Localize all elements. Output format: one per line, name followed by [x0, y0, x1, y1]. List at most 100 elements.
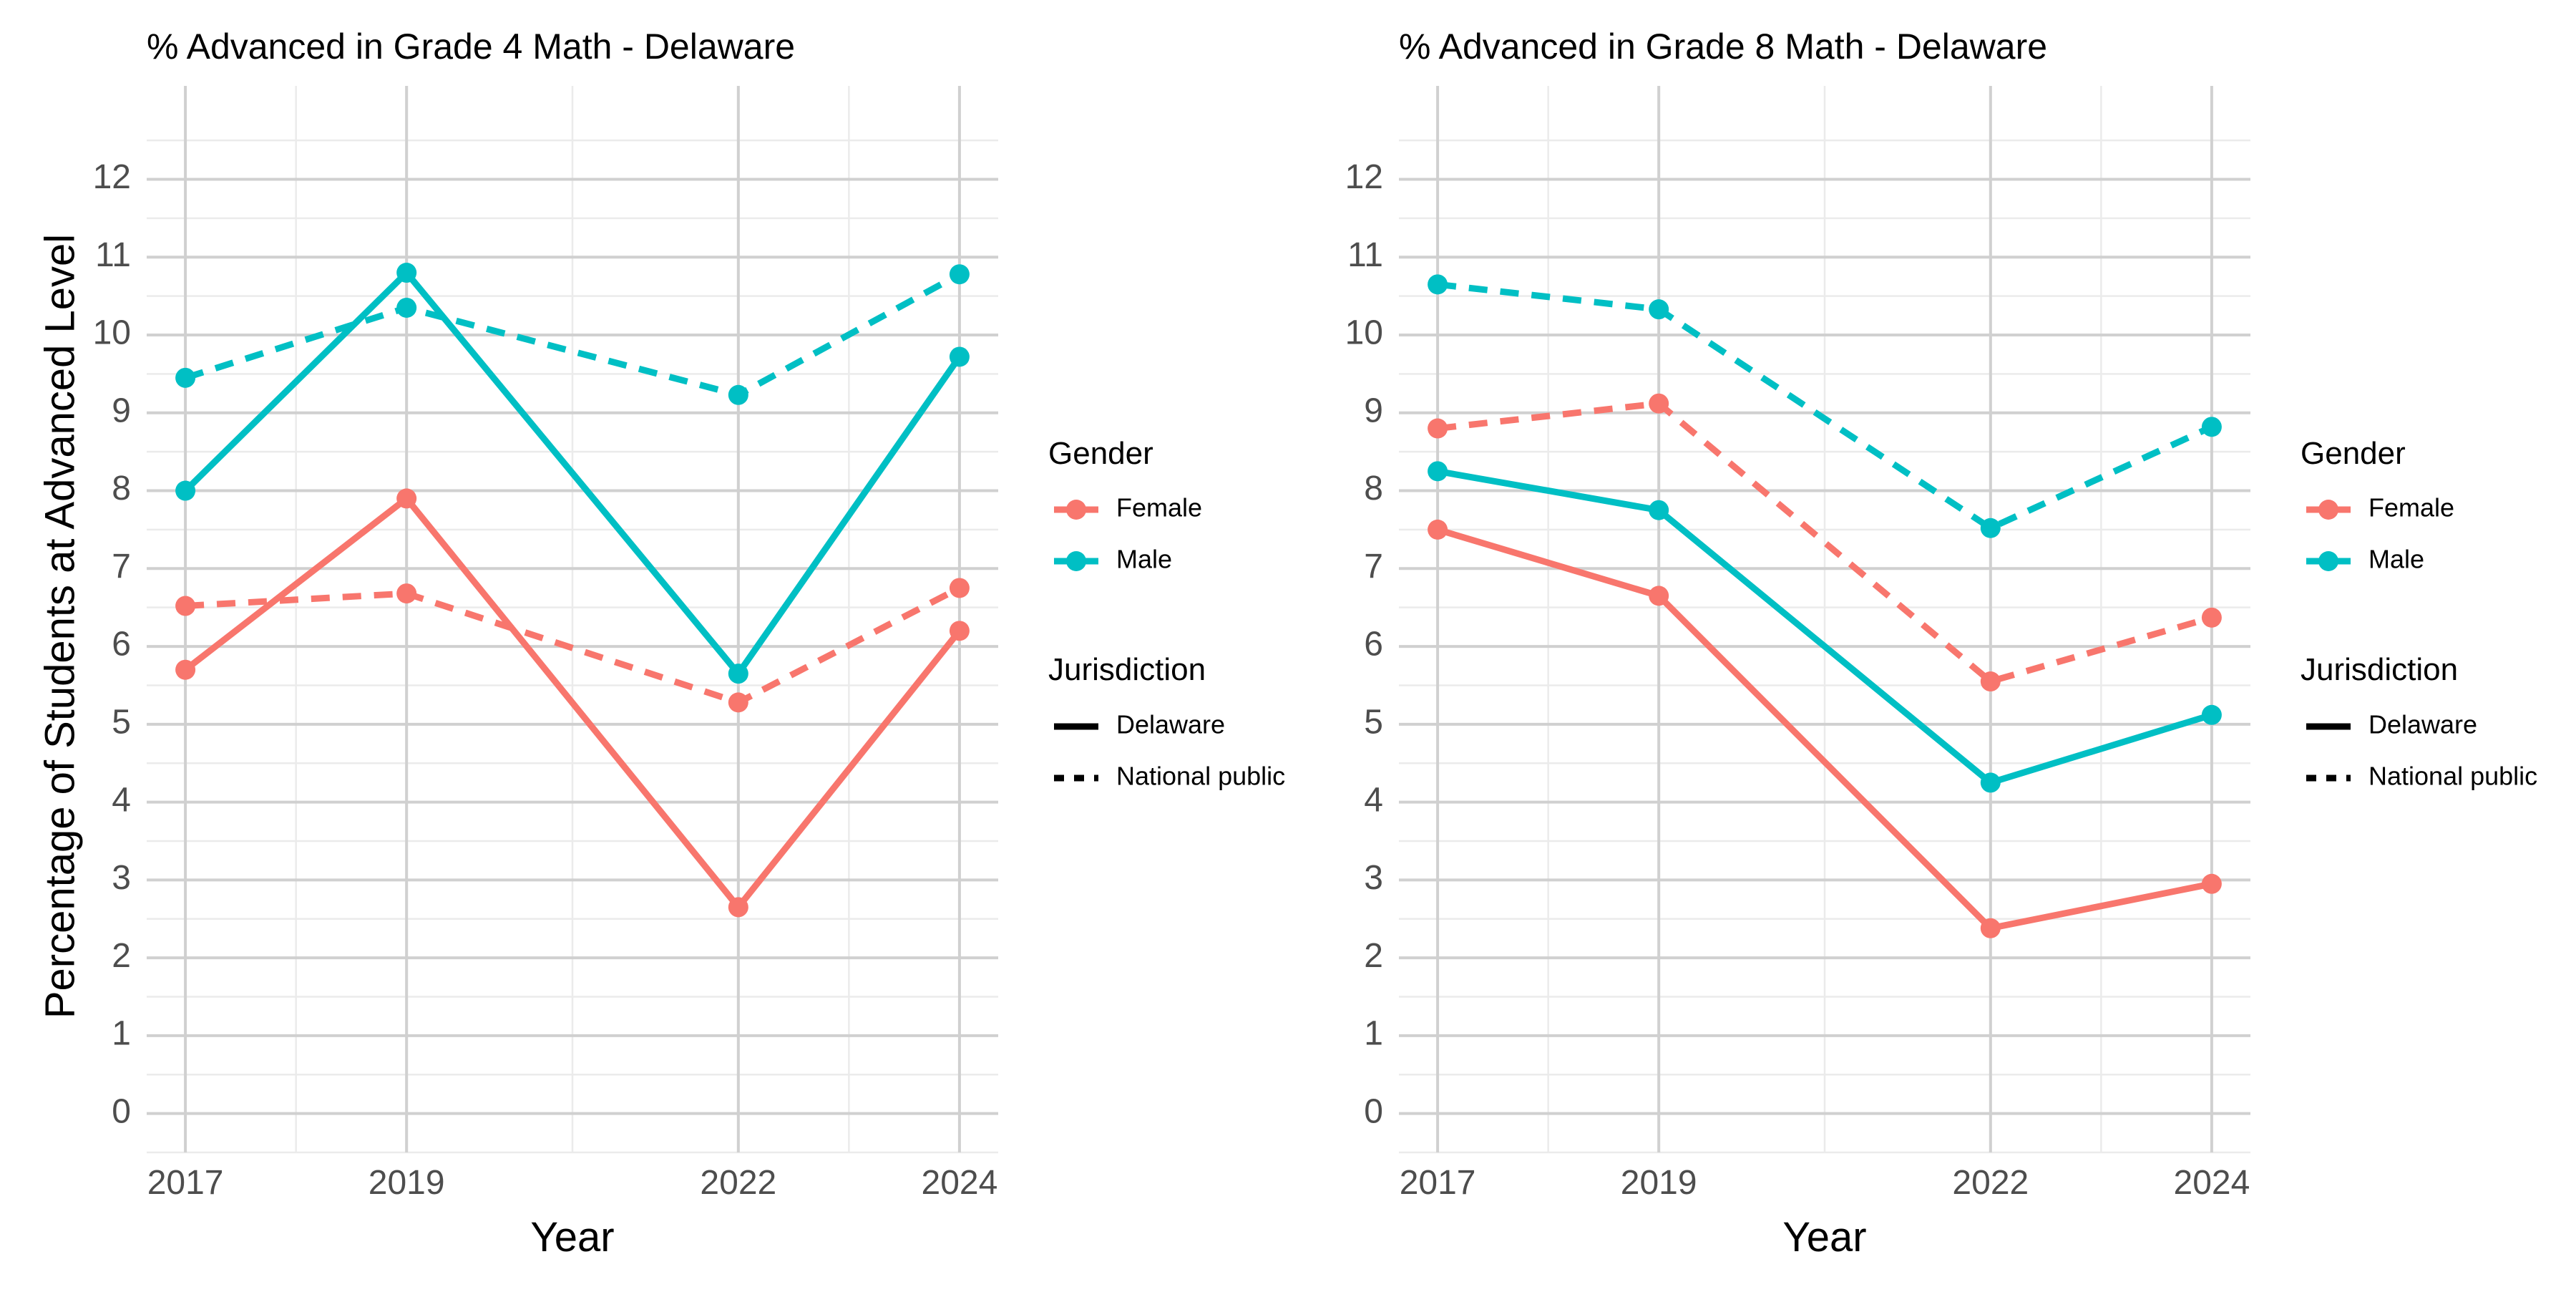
legend-item-national-public[interactable]: National public: [1116, 762, 1285, 791]
y-tick-label: 11: [95, 236, 131, 274]
y-tick-label: 4: [1364, 781, 1383, 819]
series-line-male-delaware: [182, 269, 962, 677]
legend-item-national-public[interactable]: National public: [2368, 762, 2537, 791]
series-line-female-delaware: [1436, 526, 2212, 932]
legend-key-point: [1066, 551, 1086, 571]
data-point-male: [1980, 772, 2001, 793]
y-tick-label: 8: [1364, 470, 1383, 507]
legend-key-point: [1066, 500, 1086, 520]
data-point-female: [1649, 393, 1669, 414]
y-tick-label: 6: [112, 626, 131, 664]
series-line-male-national-public: [1437, 281, 2213, 532]
data-point-female: [728, 692, 748, 713]
series-line-male-delaware: [1437, 467, 2213, 786]
y-tick-label: 5: [112, 703, 131, 741]
data-point-male: [949, 264, 970, 285]
legend-title-gender: Gender: [2301, 436, 2406, 471]
series-line-female-national-public: [185, 585, 961, 706]
data-point-male: [1980, 518, 2001, 538]
x-tick-label: 2019: [1621, 1164, 1697, 1202]
data-point-male: [2201, 704, 2222, 725]
legend-item-male[interactable]: Male: [1116, 545, 1172, 574]
data-point-female: [175, 659, 196, 680]
legend: Gender Female Male Jurisdiction Delaware Nati…: [2301, 436, 2537, 791]
y-tick-label: 10: [1345, 314, 1383, 352]
data-point-male: [175, 480, 196, 501]
data-point-female: [1428, 519, 1448, 540]
y-tick-label: 6: [1364, 626, 1383, 664]
legend-title-jurisdiction: Jurisdiction: [2301, 652, 2458, 687]
y-tick-label: 10: [93, 314, 131, 352]
y-tick-label: 0: [112, 1092, 131, 1130]
data-point-male: [396, 263, 417, 283]
data-point-male: [949, 346, 970, 367]
y-tick-label: 7: [112, 548, 131, 586]
data-point-female: [949, 621, 970, 641]
legend-item-female[interactable]: Female: [1116, 493, 1202, 523]
data-point-female: [2201, 607, 2222, 628]
x-tick-label: 2017: [147, 1164, 224, 1202]
y-tick-label: 12: [93, 158, 131, 196]
data-point-female: [2201, 873, 2222, 894]
y-tick-label: 8: [112, 470, 131, 507]
x-tick-label: 2019: [369, 1164, 445, 1202]
data-point-male: [728, 384, 748, 405]
y-axis-label: Percentage of Students at Advanced Level: [36, 234, 83, 1019]
legend-key-point: [2318, 500, 2338, 520]
legend-item-delaware[interactable]: Delaware: [1116, 710, 1225, 739]
data-point-male: [1649, 500, 1669, 520]
data-point-male: [175, 367, 196, 388]
chart-title: % Advanced in Grade 8 Math - Delaware: [1399, 26, 2047, 67]
data-point-female: [1428, 418, 1448, 439]
x-tick-label: 2024: [2174, 1164, 2250, 1202]
data-point-female: [728, 897, 748, 918]
legend-title-jurisdiction: Jurisdiction: [1048, 652, 1206, 687]
series-line-male-national-public: [184, 271, 962, 399]
y-tick-label: 9: [112, 392, 131, 429]
x-tick-label: 2022: [1952, 1164, 2029, 1202]
data-point-female: [1980, 918, 2001, 938]
legend-key-point: [2318, 551, 2338, 571]
data-point-female: [175, 596, 196, 616]
y-tick-label: 3: [1364, 859, 1383, 897]
y-tick-label: 1: [1364, 1015, 1383, 1053]
y-tick-label: 12: [1345, 158, 1383, 196]
y-tick-label: 9: [1364, 392, 1383, 429]
data-point-female: [396, 583, 417, 604]
y-tick-label: 7: [1364, 548, 1383, 586]
x-tick-label: 2022: [700, 1164, 776, 1202]
y-tick-label: 5: [1364, 703, 1383, 741]
y-tick-label: 1: [112, 1015, 131, 1053]
legend-title-gender: Gender: [1048, 436, 1153, 471]
data-point-female: [1980, 671, 2001, 692]
legend: Gender Female Male Jurisdiction Delaware Nati…: [1048, 436, 1285, 791]
y-tick-label: 11: [1347, 236, 1383, 274]
legend-item-delaware[interactable]: Delaware: [2368, 710, 2477, 739]
y-tick-label: 2: [112, 937, 131, 975]
y-tick-label: 4: [112, 781, 131, 819]
x-tick-label: 2017: [1400, 1164, 1476, 1202]
data-point-female: [949, 578, 970, 598]
data-point-female: [396, 488, 417, 509]
data-point-male: [1428, 461, 1448, 482]
data-point-female: [1649, 586, 1669, 606]
data-point-male: [396, 297, 417, 318]
data-point-male: [1428, 274, 1448, 295]
data-point-male: [728, 664, 748, 684]
y-tick-label: 3: [112, 859, 131, 897]
data-point-male: [2201, 417, 2222, 437]
chart-title: % Advanced in Grade 4 Math - Delaware: [147, 26, 795, 67]
y-tick-label: 0: [1364, 1092, 1383, 1130]
y-tick-label: 2: [1364, 937, 1383, 975]
data-point-male: [1649, 299, 1669, 320]
x-axis-label: Year: [530, 1214, 614, 1261]
x-axis-label: Year: [1782, 1214, 1866, 1261]
legend-item-female[interactable]: Female: [2368, 493, 2454, 523]
x-tick-label: 2024: [922, 1164, 998, 1202]
legend-item-male[interactable]: Male: [2368, 545, 2424, 574]
series-line-female-national-public: [1437, 400, 2213, 685]
series-line-female-delaware: [183, 495, 962, 910]
